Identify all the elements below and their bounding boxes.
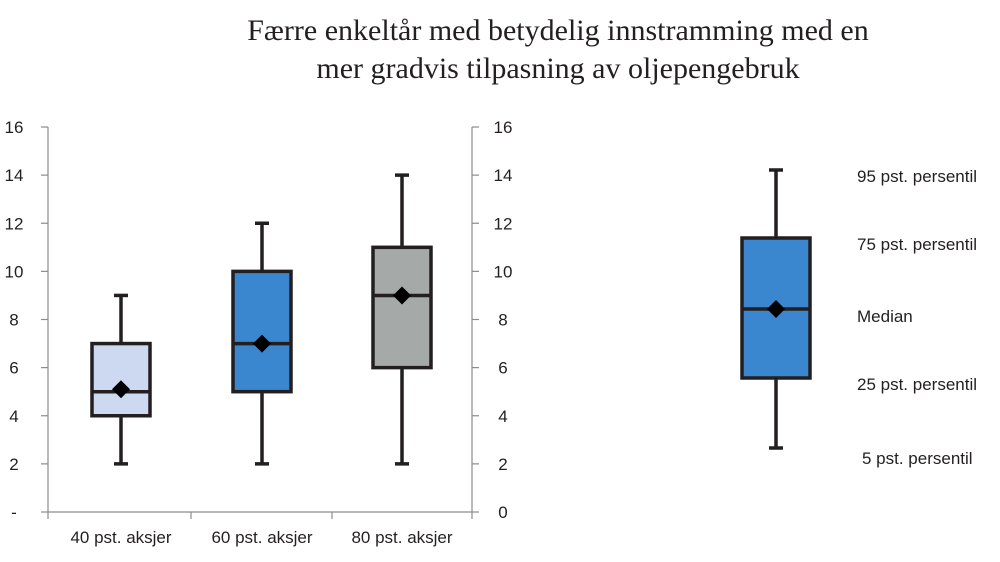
legend-label-median: Median: [857, 307, 913, 326]
chart-title-line-1: Færre enkeltår med betydelig innstrammin…: [247, 14, 869, 47]
right-y-tick-label: 14: [494, 166, 513, 185]
left-y-tick-label: 2: [9, 455, 18, 474]
x-category-label: 40 pst. aksjer: [70, 528, 171, 547]
interquartile-box: [90, 341, 152, 418]
left-y-tick-label: 6: [9, 359, 18, 378]
left-y-tick-label: 8: [9, 311, 18, 330]
right-y-tick-label: 2: [498, 455, 507, 474]
mean-marker: [253, 334, 271, 353]
left-y-tick-label: -: [11, 503, 17, 522]
right-y-tick-label: 12: [494, 214, 513, 233]
mean-marker: [393, 286, 411, 305]
legend-label-p5: 5 pst. persentil: [862, 449, 973, 468]
chart-title-line-2: mer gradvis tilpasning av oljepengebruk: [316, 52, 799, 85]
box-3: [371, 173, 433, 466]
right-y-tick-label: 0: [498, 503, 507, 522]
left-y-tick-label: 12: [5, 214, 24, 233]
box-1: [90, 293, 152, 466]
legend-mean-marker: [767, 300, 785, 318]
legend-label-p95: 95 pst. persentil: [857, 167, 977, 186]
plot-area: - 0 2 2 4 4 6 6 8 8 10 10 12 12 14 14 16 16 40 pst. aksjer…: [5, 118, 513, 547]
legend-label-p75: 75 pst. persentil: [857, 235, 977, 254]
x-category-label: 60 pst. aksjer: [211, 528, 312, 547]
right-y-tick-label: 10: [494, 262, 513, 281]
right-y-tick-label: 8: [498, 311, 507, 330]
left-y-tick-label: 10: [5, 262, 24, 281]
interquartile-box: [231, 269, 293, 394]
right-y-tick-label: 4: [498, 407, 507, 426]
box-2: [231, 221, 293, 466]
interquartile-box: [371, 245, 433, 370]
x-category-label: 80 pst. aksjer: [351, 528, 452, 547]
legend: 95 pst. persentil 75 pst. persentil Median…: [740, 167, 977, 468]
legend-box: [740, 168, 812, 450]
mean-marker: [112, 380, 130, 399]
right-y-tick-label: 6: [498, 359, 507, 378]
right-y-tick-label: 16: [494, 118, 513, 137]
legend-label-p25: 25 pst. persentil: [857, 375, 977, 394]
left-y-tick-label: 14: [5, 166, 24, 185]
left-y-tick-label: 4: [9, 407, 18, 426]
left-y-tick-label: 16: [5, 118, 24, 137]
